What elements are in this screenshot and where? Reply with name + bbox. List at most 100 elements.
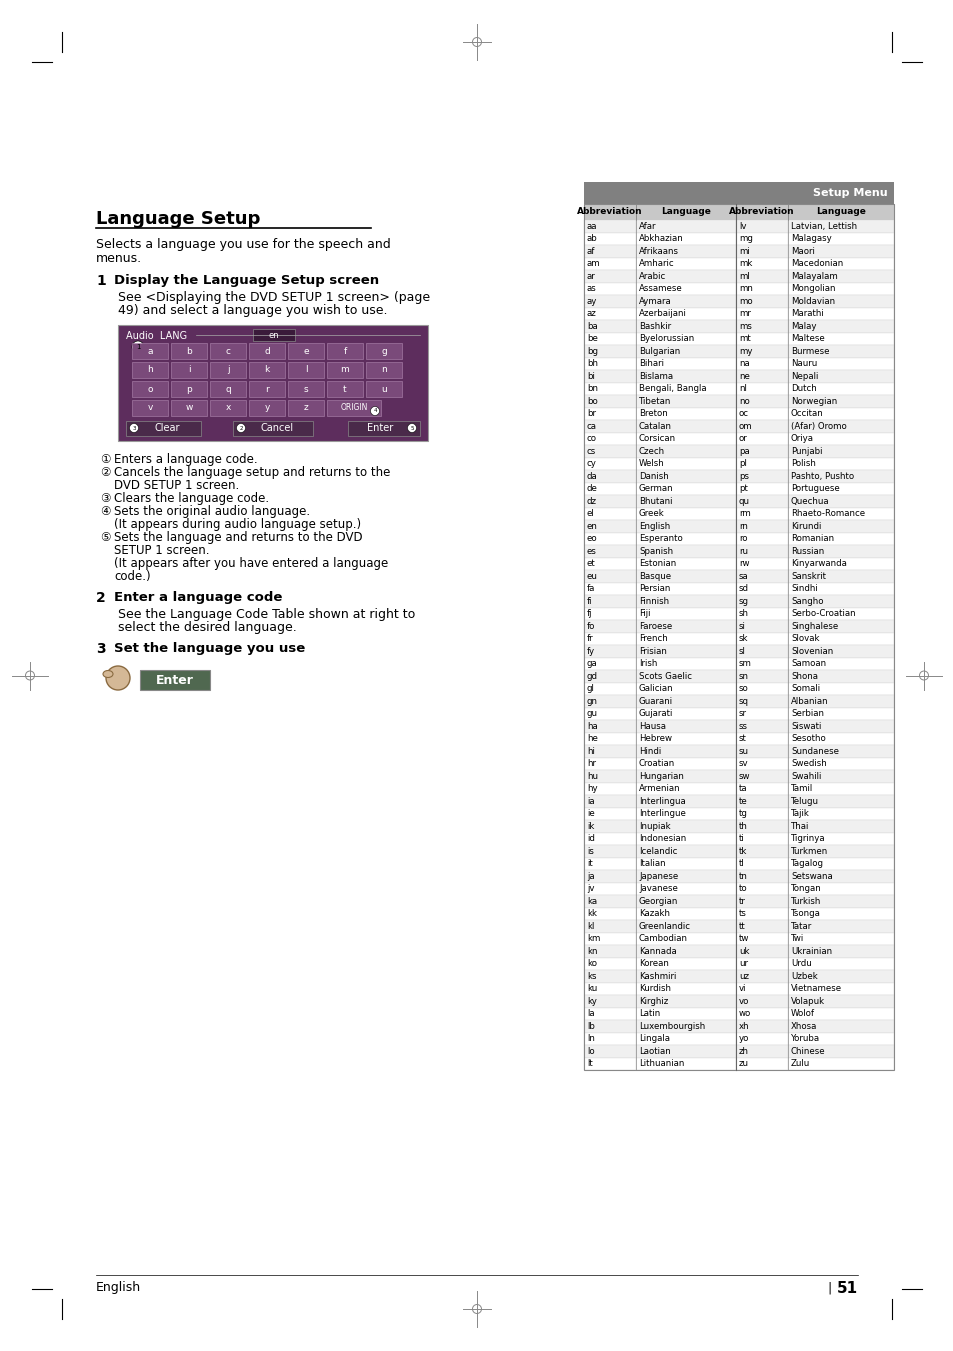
Bar: [583, 458, 893, 470]
Text: as: as: [586, 284, 597, 293]
Text: Tamil: Tamil: [790, 784, 812, 793]
Text: th: th: [739, 821, 747, 831]
Bar: [583, 482, 893, 494]
Bar: [583, 608, 893, 620]
Text: Mongolian: Mongolian: [790, 284, 835, 293]
Text: Bengali, Bangla: Bengali, Bangla: [639, 384, 706, 393]
Text: ky: ky: [586, 997, 597, 1005]
Text: c: c: [225, 346, 231, 355]
Text: ln: ln: [586, 1035, 595, 1043]
Text: menus.: menus.: [96, 253, 142, 265]
Text: sn: sn: [739, 671, 748, 681]
Text: st: st: [739, 734, 746, 743]
Bar: [583, 944, 893, 958]
Text: Albanian: Albanian: [790, 697, 828, 705]
Text: Hungarian: Hungarian: [639, 771, 683, 781]
Text: Moldavian: Moldavian: [790, 297, 834, 305]
Text: tt: tt: [739, 921, 745, 931]
Bar: [132, 381, 168, 397]
Text: Bashkir: Bashkir: [639, 322, 670, 331]
Text: ie: ie: [586, 809, 594, 819]
Bar: [171, 400, 207, 416]
Text: be: be: [586, 334, 598, 343]
Text: Galician: Galician: [639, 684, 673, 693]
Bar: [249, 362, 285, 378]
Text: ku: ku: [586, 985, 597, 993]
Bar: [583, 570, 893, 582]
Text: Sangho: Sangho: [790, 597, 822, 605]
Bar: [583, 544, 893, 558]
Text: mi: mi: [739, 247, 749, 255]
Text: tr: tr: [739, 897, 745, 905]
Text: Irish: Irish: [639, 659, 657, 669]
Text: y: y: [264, 404, 270, 412]
Text: Chinese: Chinese: [790, 1047, 824, 1055]
Text: Enter: Enter: [367, 423, 393, 434]
Text: Dutch: Dutch: [790, 384, 816, 393]
Text: es: es: [586, 547, 597, 555]
Bar: [583, 908, 893, 920]
Text: ⑤: ⑤: [100, 531, 111, 544]
Text: Uzbek: Uzbek: [790, 971, 817, 981]
Bar: [210, 362, 246, 378]
Text: pt: pt: [739, 484, 747, 493]
Text: bn: bn: [586, 384, 598, 393]
Text: tw: tw: [739, 935, 749, 943]
Text: cy: cy: [586, 459, 597, 469]
Text: (It appears during audio language setup.): (It appears during audio language setup.…: [113, 517, 361, 531]
Text: Latvian, Lettish: Latvian, Lettish: [790, 222, 856, 231]
Text: fy: fy: [586, 647, 595, 655]
Text: t: t: [343, 385, 347, 393]
Text: Sanskrit: Sanskrit: [790, 571, 825, 581]
Text: ga: ga: [586, 659, 598, 669]
Text: Rhaeto-Romance: Rhaeto-Romance: [790, 509, 864, 519]
Text: Breton: Breton: [639, 409, 667, 419]
Text: ④: ④: [100, 505, 111, 517]
Text: tk: tk: [739, 847, 746, 855]
Text: to: to: [739, 885, 747, 893]
Bar: [171, 381, 207, 397]
Text: Scots Gaelic: Scots Gaelic: [639, 671, 691, 681]
Text: si: si: [739, 621, 745, 631]
Bar: [210, 400, 246, 416]
Text: tg: tg: [739, 809, 747, 819]
Text: ml: ml: [739, 272, 749, 281]
Text: gu: gu: [586, 709, 598, 719]
Text: mr: mr: [739, 309, 750, 319]
Text: sa: sa: [739, 571, 748, 581]
Text: ca: ca: [586, 422, 597, 431]
Bar: [583, 204, 893, 1070]
Bar: [583, 594, 893, 608]
Text: bg: bg: [586, 347, 598, 355]
Bar: [327, 400, 380, 416]
Text: Pashto, Pushto: Pashto, Pushto: [790, 471, 853, 481]
Bar: [249, 381, 285, 397]
Text: mt: mt: [739, 334, 750, 343]
Text: Serbian: Serbian: [790, 709, 823, 719]
Bar: [583, 670, 893, 682]
Text: tl: tl: [739, 859, 744, 869]
Text: Byelorussian: Byelorussian: [639, 334, 694, 343]
Text: code.): code.): [113, 570, 151, 584]
Text: Estonian: Estonian: [639, 559, 676, 569]
Text: fo: fo: [586, 621, 595, 631]
Text: v: v: [147, 404, 152, 412]
Bar: [366, 362, 401, 378]
Text: French: French: [639, 634, 667, 643]
Bar: [583, 632, 893, 644]
Text: e: e: [303, 346, 309, 355]
Bar: [583, 432, 893, 444]
Text: hy: hy: [586, 784, 597, 793]
Text: az: az: [586, 309, 597, 319]
Bar: [583, 182, 893, 204]
Circle shape: [236, 423, 245, 432]
Text: r: r: [265, 385, 269, 393]
Text: Aymara: Aymara: [639, 297, 671, 305]
Text: Xhosa: Xhosa: [790, 1021, 817, 1031]
Bar: [583, 332, 893, 345]
Text: af: af: [586, 247, 595, 255]
Bar: [583, 204, 893, 220]
Circle shape: [130, 423, 138, 432]
Text: See <Displaying the DVD SETUP 1 screen> (page: See <Displaying the DVD SETUP 1 screen> …: [118, 290, 430, 304]
Text: Kannada: Kannada: [639, 947, 676, 955]
